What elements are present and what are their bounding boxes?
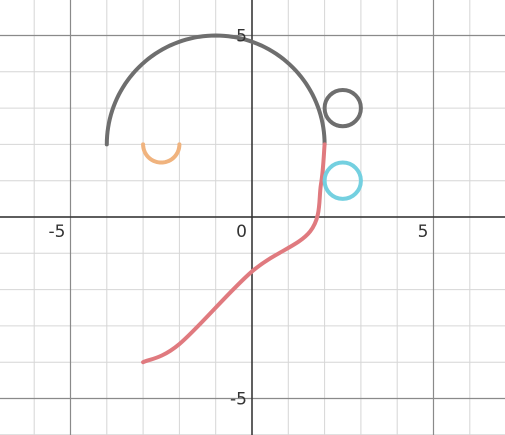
circle-curve [322,87,363,129]
x-tick-label: 0 [236,222,247,242]
tick-labels: -5 0 5 5 -5 [49,27,429,410]
parametric-curve [141,142,327,365]
plotted-curves [104,33,363,365]
arc-curve [104,33,327,147]
circle-curve [322,160,363,201]
arc-curve [141,142,182,165]
y-tick-label: -5 [230,390,247,410]
y-tick-label: 5 [236,27,247,47]
x-tick-label: -5 [49,222,66,242]
x-tick-label: 5 [418,222,429,242]
